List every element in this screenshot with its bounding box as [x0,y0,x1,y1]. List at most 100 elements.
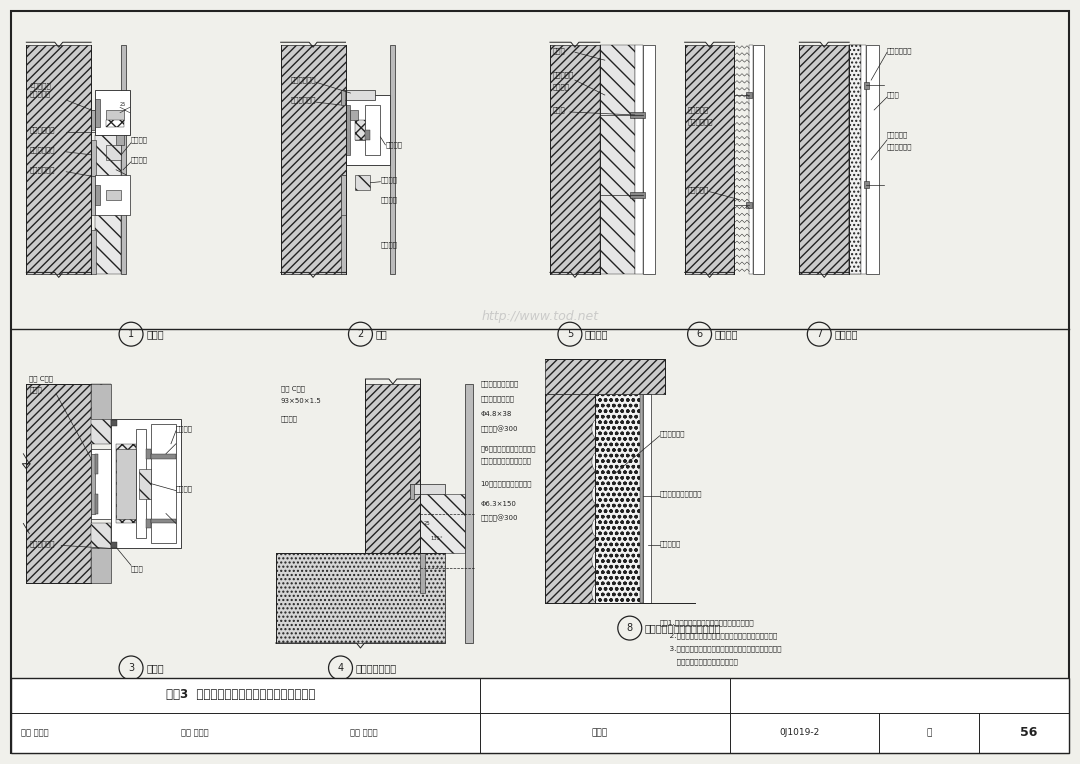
Ellipse shape [592,550,604,570]
Bar [91,523,111,583]
Bar [91,140,96,215]
Text: 锶固件: 锶固件 [553,107,566,113]
Text: 6: 6 [697,329,703,339]
Bar [106,110,124,120]
Ellipse shape [592,517,604,537]
Ellipse shape [607,550,619,570]
Bar [599,45,635,274]
Text: 保温二（孔腔保温隔热做法）: 保温二（孔腔保温隔热做法） [645,623,721,633]
Bar [340,175,346,274]
Bar [595,394,639,604]
Bar [12,678,1068,753]
Ellipse shape [622,452,634,471]
Text: 25: 25 [120,102,126,107]
Bar [26,384,91,583]
Bar [91,384,111,444]
Text: 设计 张兆勇: 设计 张兆勇 [351,728,378,737]
Ellipse shape [607,517,619,537]
Text: 铝合金门窗框: 铝合金门窗框 [29,167,55,173]
Ellipse shape [592,452,604,471]
Bar [635,45,643,274]
Text: 增强砂浆: 增强砂浆 [281,416,298,422]
Bar [95,494,98,513]
Bar [106,189,121,199]
Bar [365,130,370,140]
Bar [146,519,151,529]
Text: 防腐木块: 防腐木块 [176,485,193,492]
Bar [545,394,595,604]
Text: 自攺螺钉: 自攺螺钉 [176,426,193,432]
Bar [864,181,869,188]
Text: 3.保温做法应同时满足隔热要求，根据当地气候条件进行: 3.保温做法应同时满足隔热要求，根据当地气候条件进行 [660,646,781,652]
Bar [639,394,643,604]
Bar [746,92,753,98]
Ellipse shape [622,517,634,537]
Text: 全长铝合金板: 全长铝合金板 [29,540,55,547]
Text: 2.保温材料可选择挂墓聚苯，聚苯，岩棉等多种材料。: 2.保温材料可选择挂墓聚苯，聚苯，岩棉等多种材料。 [660,633,777,639]
Text: 全长铝合金板: 全长铝合金板 [29,147,55,153]
Bar [95,454,98,474]
Text: 自攻螺钉: 自攻螺钉 [386,141,403,148]
Text: 密封膏: 密封膏 [131,565,144,571]
Text: 56: 56 [1020,727,1038,740]
Text: 空气层: 空气层 [887,92,900,99]
Text: 块体保温材料: 块体保温材料 [660,430,685,437]
Text: 图集号: 图集号 [592,728,608,737]
Text: 保温隔热材料: 保温隔热材料 [688,118,713,125]
Text: 空气层或填: 空气层或填 [553,72,575,79]
Text: 1: 1 [129,329,134,339]
Ellipse shape [607,419,619,439]
Text: 93×50×1.5: 93×50×1.5 [281,398,322,404]
Bar [139,468,151,499]
Text: 0J1019-2: 0J1019-2 [779,728,820,737]
Text: 自攻螺钉: 自攻螺钉 [131,157,148,163]
Text: 7: 7 [816,329,822,339]
Bar [550,45,599,274]
Ellipse shape [607,452,619,471]
Ellipse shape [592,583,604,604]
Bar [849,45,861,274]
Bar [106,125,109,130]
Ellipse shape [622,583,634,604]
Ellipse shape [592,484,604,504]
Bar [351,110,359,120]
Bar [799,45,849,274]
Text: 窗侧口: 窗侧口 [146,663,164,673]
Bar [340,175,346,215]
Bar [151,424,176,543]
Bar [91,110,121,120]
Bar [630,192,645,198]
Text: 10厚聚乙烯可压缩防潮层: 10厚聚乙烯可压缩防潮层 [481,481,531,487]
Ellipse shape [622,419,634,439]
Text: 隔热材料: 隔热材料 [553,84,570,90]
Bar [346,105,351,155]
Bar [146,448,151,458]
Bar [116,444,136,523]
Bar [365,384,420,553]
Bar [643,45,654,274]
Text: 窗上口: 窗上口 [146,329,164,339]
Bar [95,185,100,205]
Bar [861,45,866,274]
Bar [95,90,130,135]
Text: 3: 3 [129,663,134,673]
Text: 保温隔热材料: 保温隔热材料 [887,144,913,151]
Bar [91,549,111,583]
Bar [355,120,376,140]
Ellipse shape [592,419,604,439]
Bar [365,105,380,155]
Bar [95,99,100,127]
Text: 全长 C型钉: 全长 C型钉 [29,376,53,382]
Text: 自攺螺鑉@300: 自攺螺鑉@300 [481,515,517,522]
Bar [750,45,754,274]
Bar [355,120,376,140]
Bar [746,202,753,208]
Text: 页: 页 [927,728,932,737]
Bar [643,394,651,604]
Text: 做至混凝土基础上: 做至混凝土基础上 [481,396,514,402]
Bar [410,484,415,499]
Text: 指定的外墙防水涂料: 指定的外墙防水涂料 [481,380,518,387]
Bar [136,429,146,539]
Bar [866,45,879,274]
Text: 4: 4 [337,663,343,673]
